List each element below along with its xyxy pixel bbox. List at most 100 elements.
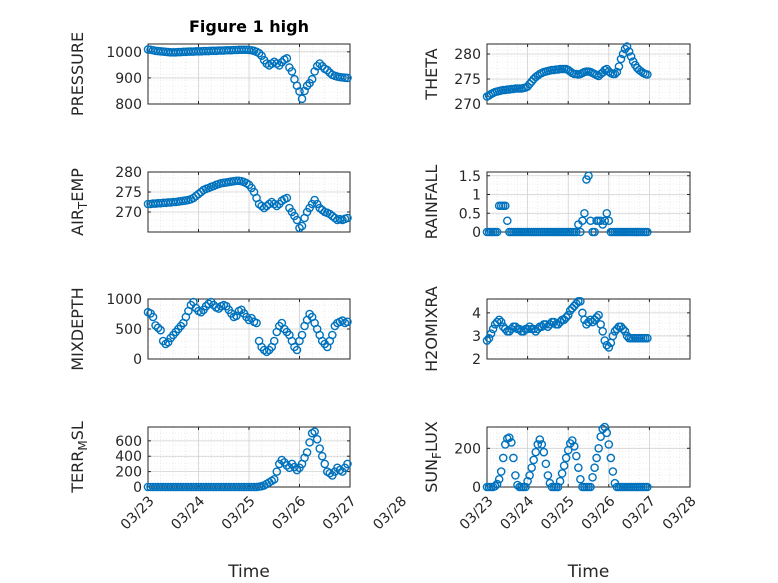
data-point — [315, 444, 325, 453]
data-point — [307, 74, 317, 84]
data-point — [616, 54, 626, 64]
data-point — [553, 482, 563, 492]
data-point — [614, 62, 624, 71]
subplot-2: 270 275 280 AIRTEMP — [68, 165, 352, 236]
data-point — [292, 345, 302, 355]
data-point — [257, 201, 266, 211]
data-point — [305, 438, 314, 447]
subplot-3: 0 0.5 1 1.5 RAINFALL — [422, 165, 691, 241]
data-point — [643, 70, 652, 79]
data-point — [297, 94, 307, 104]
data-point — [502, 216, 512, 226]
data-point — [596, 432, 605, 441]
ytick-label: 400 — [115, 449, 142, 465]
data-point — [151, 321, 160, 330]
data-point — [576, 227, 585, 237]
chart-title: Figure 1 high — [189, 17, 309, 36]
data-point — [541, 459, 551, 469]
series-2 — [143, 176, 352, 233]
data-point — [292, 215, 302, 225]
data-point — [600, 422, 610, 432]
data-point — [580, 208, 589, 218]
data-point — [561, 453, 571, 463]
data-point — [527, 463, 536, 472]
data-point — [624, 47, 634, 56]
data-point — [343, 213, 352, 223]
data-point — [602, 428, 612, 438]
data-point — [610, 69, 620, 79]
ytick-label: 0 — [133, 352, 142, 368]
data-point — [302, 448, 312, 457]
data-point — [590, 463, 599, 472]
data-point — [302, 81, 312, 91]
data-point — [494, 315, 504, 325]
data-point — [590, 227, 599, 237]
series-6 — [143, 427, 352, 492]
data-point — [492, 227, 502, 237]
data-point — [604, 216, 614, 226]
ytick-label: 2 — [472, 352, 481, 368]
ytick-label: 200 — [454, 441, 481, 457]
data-point — [588, 473, 597, 482]
data-point — [282, 193, 292, 203]
data-point — [643, 482, 652, 492]
data-point — [156, 325, 165, 335]
ylabel-5: H2OMIXRA — [422, 286, 441, 372]
data-point — [310, 427, 319, 436]
data-point — [525, 471, 534, 480]
data-point — [492, 479, 502, 489]
ytick-label: 275 — [454, 72, 481, 88]
ytick-label: 0 — [133, 480, 142, 496]
ylabel-2: AIRTEMP — [68, 168, 90, 236]
data-point — [572, 227, 581, 237]
data-point — [586, 216, 595, 226]
data-point — [257, 51, 266, 61]
data-point — [486, 329, 496, 338]
data-point — [620, 327, 630, 336]
data-point — [608, 331, 618, 341]
data-point — [232, 311, 241, 321]
data-point — [330, 213, 340, 223]
data-point — [602, 208, 612, 218]
ytick-label: 0.5 — [459, 206, 481, 222]
data-point — [295, 223, 304, 233]
ytick-label: 800 — [115, 97, 142, 113]
data-point — [254, 48, 264, 58]
subplot-1: 270 275 280 THETA — [422, 42, 691, 113]
data-point — [505, 433, 514, 442]
data-point — [312, 435, 322, 444]
data-point — [292, 465, 302, 475]
data-point — [600, 216, 610, 226]
data-point — [598, 327, 608, 336]
ytick-label: 200 — [115, 465, 142, 481]
data-point — [572, 451, 581, 461]
data-point — [295, 87, 304, 96]
minor-grid-3 — [487, 172, 690, 232]
data-point — [488, 324, 498, 334]
data-point — [559, 461, 569, 471]
ytick-label: 900 — [115, 71, 142, 87]
data-point — [537, 440, 547, 449]
data-point — [507, 438, 516, 447]
data-point — [297, 330, 307, 340]
data-point — [626, 52, 636, 61]
data-point — [148, 312, 158, 322]
data-point — [531, 447, 541, 457]
data-point — [557, 469, 567, 478]
data-point — [543, 471, 553, 480]
data-point — [529, 455, 538, 465]
data-point — [523, 324, 532, 334]
data-point — [584, 171, 593, 181]
data-point — [604, 343, 614, 352]
data-point — [578, 216, 587, 226]
ytick-label: 1 — [472, 188, 481, 204]
series-1 — [482, 42, 652, 101]
ytick-label: 270 — [454, 97, 481, 113]
data-point — [618, 324, 628, 334]
ytick-label: 280 — [115, 165, 142, 181]
data-point — [338, 316, 347, 325]
ylabel-3: RAINFALL — [422, 165, 441, 240]
data-point — [576, 474, 585, 484]
ylabel-4: MIXDEPTH — [68, 287, 87, 370]
